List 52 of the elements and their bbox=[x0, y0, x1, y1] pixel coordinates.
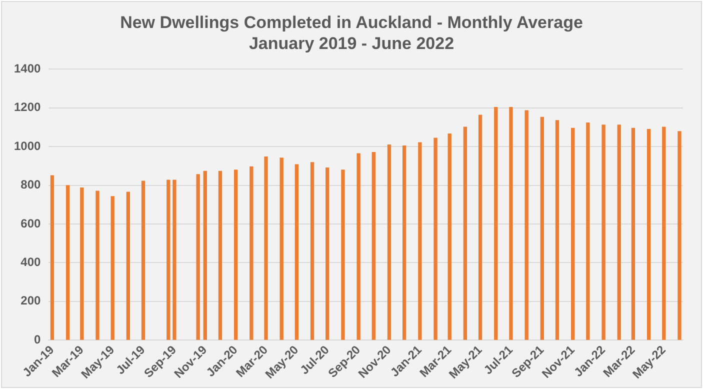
bar bbox=[110, 196, 114, 340]
bar bbox=[250, 166, 254, 340]
y-tick-label: 1200 bbox=[14, 100, 42, 114]
bar bbox=[326, 168, 330, 340]
bar bbox=[602, 124, 606, 340]
bar bbox=[434, 138, 438, 340]
bar bbox=[478, 114, 482, 340]
bar bbox=[662, 126, 666, 340]
bar bbox=[294, 164, 299, 340]
bar bbox=[571, 128, 575, 340]
bar bbox=[372, 152, 376, 340]
bar bbox=[66, 185, 70, 340]
bar bbox=[540, 116, 544, 340]
bar bbox=[80, 187, 84, 340]
chart-subtitle: January 2019 - June 2022 bbox=[248, 33, 456, 54]
bar bbox=[494, 106, 498, 340]
bar bbox=[448, 133, 452, 340]
bar bbox=[678, 131, 682, 340]
bar bbox=[463, 126, 468, 340]
bar bbox=[196, 174, 200, 340]
bar bbox=[356, 153, 360, 340]
y-tick-label: 200 bbox=[20, 294, 42, 308]
y-tick-label: 1000 bbox=[14, 138, 42, 153]
bar bbox=[646, 129, 651, 340]
bar bbox=[402, 145, 406, 340]
y-tick-label: 600 bbox=[20, 216, 42, 230]
bar bbox=[203, 170, 207, 340]
bar bbox=[418, 142, 422, 340]
bar bbox=[509, 106, 513, 340]
bar bbox=[264, 156, 268, 340]
bar bbox=[617, 124, 621, 340]
chart-title: New Dwellings Completed in Auckland - Monthly Average bbox=[119, 12, 584, 33]
bar bbox=[631, 128, 636, 340]
bar bbox=[341, 170, 345, 340]
bar bbox=[234, 170, 238, 340]
bar bbox=[524, 110, 528, 340]
bar bbox=[172, 180, 176, 340]
bar bbox=[586, 122, 590, 340]
y-tick-label: 1400 bbox=[14, 62, 42, 76]
bar bbox=[166, 180, 170, 340]
bar bbox=[555, 120, 560, 340]
bar bbox=[310, 162, 314, 340]
bar bbox=[387, 144, 392, 340]
bar bbox=[141, 180, 146, 340]
bar bbox=[280, 158, 284, 340]
y-tick-label: 800 bbox=[20, 178, 42, 192]
bar bbox=[126, 192, 130, 340]
bar bbox=[218, 170, 222, 340]
y-tick-label: 0 bbox=[34, 332, 42, 346]
y-tick-label: 400 bbox=[20, 254, 42, 269]
bar bbox=[96, 190, 100, 340]
bar bbox=[50, 175, 54, 340]
